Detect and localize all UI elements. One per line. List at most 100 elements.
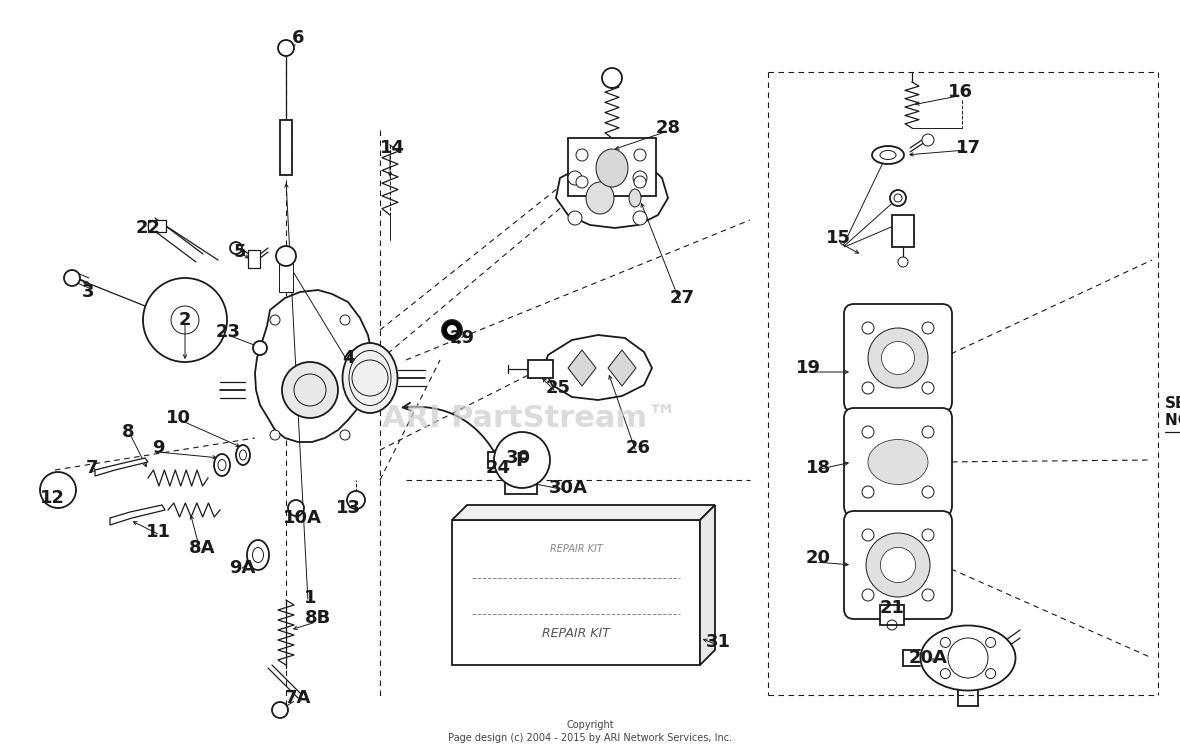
Text: 19: 19 (795, 359, 820, 377)
Text: Copyright: Copyright (566, 720, 614, 730)
Circle shape (64, 270, 80, 286)
Polygon shape (556, 158, 668, 228)
Circle shape (270, 430, 280, 440)
Circle shape (447, 325, 457, 335)
Text: 25: 25 (545, 379, 570, 397)
Circle shape (347, 491, 365, 509)
Circle shape (866, 533, 930, 597)
Text: 6: 6 (291, 29, 304, 47)
Polygon shape (700, 505, 715, 665)
Text: F: F (516, 450, 529, 470)
Circle shape (273, 702, 288, 718)
Bar (278, 262, 293, 292)
Text: 9A: 9A (229, 559, 255, 577)
Text: 17: 17 (956, 139, 981, 157)
Circle shape (985, 637, 996, 648)
Text: Page design (c) 2004 - 2015 by ARI Network Services, Inc.: Page design (c) 2004 - 2015 by ARI Netwo… (448, 733, 732, 743)
Bar (505, 472, 537, 494)
Text: REPAIR KIT: REPAIR KIT (550, 544, 603, 554)
Ellipse shape (629, 189, 641, 207)
Circle shape (940, 637, 950, 648)
Circle shape (230, 242, 242, 254)
Text: 12: 12 (39, 489, 65, 507)
Bar (452, 520, 700, 665)
Ellipse shape (868, 440, 927, 485)
Text: ARI PartStream™: ARI PartStream™ (382, 403, 677, 432)
Text: 13: 13 (335, 499, 361, 517)
Bar (148, 220, 166, 232)
Circle shape (898, 257, 907, 267)
Text: 21: 21 (879, 599, 905, 617)
Text: 22: 22 (136, 219, 160, 237)
Ellipse shape (586, 182, 614, 214)
Text: 11: 11 (145, 523, 170, 541)
Ellipse shape (214, 454, 230, 476)
Polygon shape (255, 290, 372, 442)
Polygon shape (568, 350, 596, 386)
Circle shape (922, 486, 935, 498)
Text: 10A: 10A (282, 509, 321, 527)
Text: 8B: 8B (304, 609, 332, 627)
Circle shape (634, 149, 645, 161)
Circle shape (278, 40, 294, 56)
Circle shape (881, 342, 915, 375)
Text: 28: 28 (655, 119, 681, 137)
Circle shape (442, 320, 463, 340)
Circle shape (922, 529, 935, 541)
Text: 9: 9 (152, 439, 164, 457)
Bar (880, 605, 904, 625)
Text: 16: 16 (948, 83, 972, 101)
Circle shape (253, 341, 267, 355)
Circle shape (922, 134, 935, 146)
Polygon shape (452, 505, 715, 520)
Text: 31: 31 (706, 633, 730, 651)
Circle shape (863, 486, 874, 498)
Ellipse shape (236, 445, 250, 465)
Circle shape (922, 589, 935, 601)
Circle shape (632, 211, 647, 225)
Text: 23: 23 (216, 323, 241, 341)
Bar (489, 452, 516, 468)
Circle shape (863, 529, 874, 541)
Ellipse shape (920, 625, 1016, 690)
Circle shape (868, 328, 927, 388)
Circle shape (340, 315, 350, 325)
Text: 4: 4 (342, 349, 354, 367)
Text: 2: 2 (178, 311, 191, 329)
Polygon shape (110, 505, 165, 525)
Text: 8: 8 (122, 423, 135, 441)
FancyBboxPatch shape (844, 408, 952, 516)
Text: 15: 15 (826, 229, 851, 247)
Circle shape (922, 426, 935, 438)
Circle shape (880, 548, 916, 583)
Text: 29: 29 (450, 329, 474, 347)
Bar (280, 120, 291, 175)
Text: REPAIR KIT: REPAIR KIT (542, 627, 610, 640)
Text: SEE
NOTE 1: SEE NOTE 1 (1165, 396, 1180, 428)
Circle shape (568, 211, 582, 225)
Text: 1: 1 (303, 589, 316, 607)
Text: 27: 27 (669, 289, 695, 307)
Bar (527, 360, 553, 378)
Ellipse shape (247, 540, 269, 570)
FancyBboxPatch shape (844, 511, 952, 619)
Text: 7: 7 (86, 459, 98, 477)
Polygon shape (608, 350, 636, 386)
Text: 8A: 8A (189, 539, 215, 557)
Text: 7A: 7A (284, 689, 312, 707)
Text: 5: 5 (234, 243, 247, 261)
FancyBboxPatch shape (844, 304, 952, 412)
Circle shape (863, 589, 874, 601)
Bar (248, 250, 260, 268)
Text: 30A: 30A (549, 479, 588, 497)
Circle shape (340, 430, 350, 440)
Text: 10: 10 (165, 409, 190, 427)
Bar (568, 138, 656, 196)
Circle shape (288, 500, 304, 516)
Circle shape (282, 362, 337, 418)
Circle shape (940, 669, 950, 678)
Circle shape (985, 669, 996, 678)
Circle shape (863, 322, 874, 334)
Circle shape (40, 472, 76, 508)
Circle shape (922, 322, 935, 334)
